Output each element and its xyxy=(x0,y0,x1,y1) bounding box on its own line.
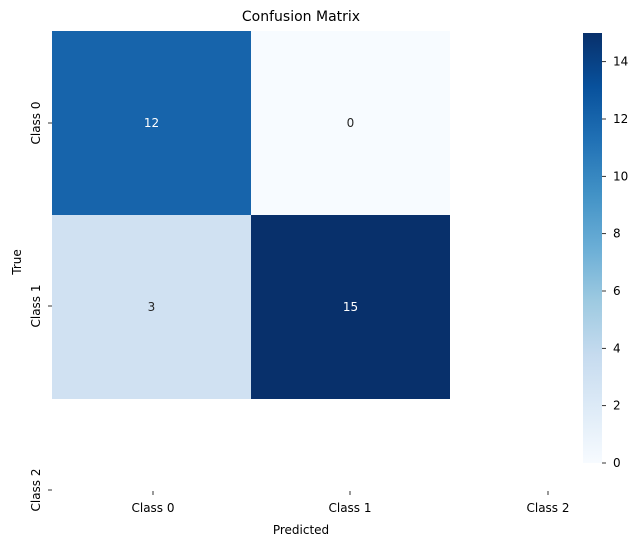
colorbar-gradient xyxy=(583,33,602,463)
heatmap-cell xyxy=(251,31,450,215)
heatmap-cell xyxy=(52,215,251,399)
colorbar-tick-label: 14 xyxy=(613,55,628,69)
heatmap-cells: 12 0 3 15 xyxy=(52,31,450,399)
x-axis: Class 0 Class 1 Class 2 xyxy=(131,491,570,515)
cell-value-label: 0 xyxy=(347,116,355,130)
colorbar-tick-label: 8 xyxy=(613,227,621,241)
y-axis: Class 0 Class 1 Class 2 xyxy=(29,101,52,512)
y-tick-label: Class 2 xyxy=(29,468,43,511)
chart-title: Confusion Matrix xyxy=(242,9,360,25)
y-axis-title: True xyxy=(10,249,24,276)
colorbar-tick-label: 2 xyxy=(613,399,621,413)
colorbar-tick-label: 12 xyxy=(613,112,628,126)
colorbar-tick-label: 4 xyxy=(613,341,621,355)
colorbar-tick-label: 10 xyxy=(613,169,628,183)
colorbar-tick-label: 6 xyxy=(613,284,621,298)
heatmap-cell xyxy=(52,31,251,215)
cell-value-label: 12 xyxy=(144,116,159,130)
x-axis-title: Predicted xyxy=(273,523,329,537)
y-tick-label: Class 1 xyxy=(29,284,43,327)
x-tick-label: Class 1 xyxy=(328,501,371,515)
colorbar: 0 2 4 6 8 10 12 14 xyxy=(583,33,628,470)
x-tick-label: Class 0 xyxy=(131,501,174,515)
colorbar-ticks: 0 2 4 6 8 10 12 14 xyxy=(602,55,628,470)
x-tick-label: Class 2 xyxy=(526,501,569,515)
y-tick-label: Class 0 xyxy=(29,101,43,144)
heatmap-cell xyxy=(251,215,450,399)
cell-value-label: 15 xyxy=(343,300,358,314)
colorbar-tick-label: 0 xyxy=(613,456,621,470)
cell-value-label: 3 xyxy=(148,300,156,314)
